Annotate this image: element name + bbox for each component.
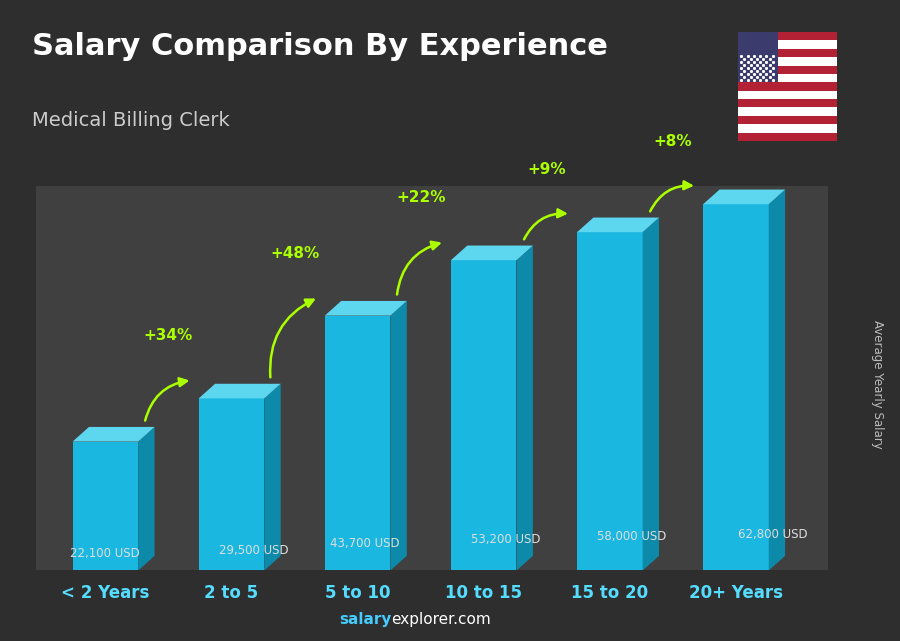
Polygon shape: [325, 315, 391, 570]
Bar: [738, 65, 837, 74]
Bar: [738, 124, 837, 133]
Polygon shape: [577, 217, 659, 232]
Text: Salary Comparison By Experience: Salary Comparison By Experience: [32, 32, 608, 62]
Polygon shape: [577, 232, 643, 570]
Polygon shape: [769, 190, 785, 570]
Polygon shape: [199, 399, 265, 570]
Bar: [738, 91, 837, 99]
Polygon shape: [73, 442, 139, 570]
Text: salary: salary: [339, 612, 392, 627]
Text: +8%: +8%: [653, 134, 692, 149]
Bar: [738, 133, 837, 141]
Polygon shape: [199, 384, 281, 399]
Bar: [738, 57, 837, 65]
Polygon shape: [703, 190, 785, 204]
Text: 29,500 USD: 29,500 USD: [219, 544, 289, 557]
Bar: [738, 32, 837, 40]
Bar: [738, 40, 837, 49]
Text: 58,000 USD: 58,000 USD: [598, 530, 667, 544]
Text: 22,100 USD: 22,100 USD: [70, 547, 140, 560]
Polygon shape: [451, 246, 533, 260]
Text: +9%: +9%: [527, 162, 566, 178]
Polygon shape: [643, 217, 659, 570]
Polygon shape: [391, 301, 407, 570]
Text: +48%: +48%: [270, 246, 320, 261]
Polygon shape: [703, 204, 769, 570]
Text: explorer.com: explorer.com: [392, 612, 491, 627]
Bar: [738, 82, 837, 91]
Polygon shape: [73, 427, 155, 442]
Text: +34%: +34%: [144, 328, 193, 344]
Bar: [738, 116, 837, 124]
Text: +22%: +22%: [396, 190, 446, 205]
Text: 43,700 USD: 43,700 USD: [329, 537, 400, 550]
Text: Medical Billing Clerk: Medical Billing Clerk: [32, 112, 230, 130]
Bar: [738, 49, 837, 57]
Polygon shape: [517, 246, 533, 570]
Text: 62,800 USD: 62,800 USD: [739, 528, 808, 541]
Polygon shape: [325, 301, 407, 315]
Text: Average Yearly Salary: Average Yearly Salary: [871, 320, 884, 449]
Bar: [738, 32, 778, 82]
Bar: [738, 99, 837, 108]
Bar: [738, 108, 837, 116]
Text: 53,200 USD: 53,200 USD: [471, 533, 541, 545]
Polygon shape: [265, 384, 281, 570]
Polygon shape: [451, 260, 517, 570]
Polygon shape: [139, 427, 155, 570]
Bar: [738, 74, 837, 82]
